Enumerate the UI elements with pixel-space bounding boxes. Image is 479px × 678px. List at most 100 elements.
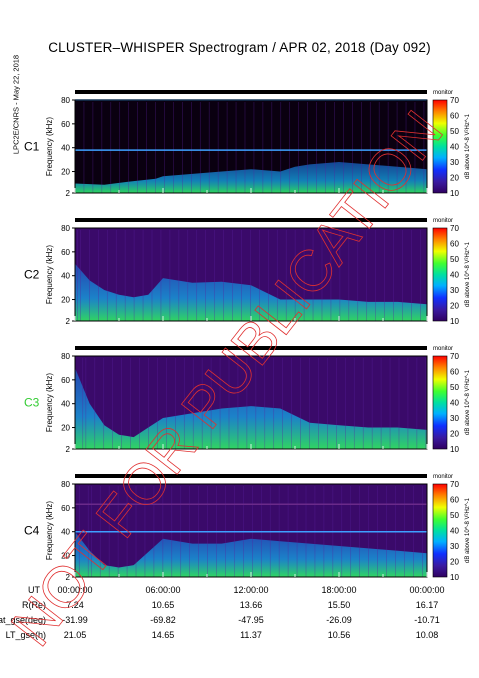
colorbar-tick-label: 60 [450,112,459,121]
colorbar-title: dB above 10^-8 V²Hz^-1 [465,497,471,563]
ephemeris-value: -10.71 [414,615,440,625]
y-tick-label: 40 [61,528,70,537]
colorbar-tick-label: 40 [450,143,459,152]
colorbar-tick-label: 30 [450,542,459,551]
y-axis-label: Frequency (kHz) [45,117,54,176]
ephemeris-value: -69.82 [150,615,176,625]
satellite-label: C2 [24,268,40,282]
y-tick-label: 2 [66,317,71,326]
ephemeris-row-label: LT_gse(h) [6,630,46,640]
y-tick-label: 60 [61,120,70,129]
time-tick-label: 12:00:00 [233,585,268,595]
y-axis-label: Frequency (kHz) [45,245,54,304]
time-tick-label: 06:00:00 [145,585,180,595]
y-tick-label: 20 [61,552,70,561]
colorbar-tick-label: 10 [450,573,459,582]
y-tick-label: 2 [66,189,71,198]
colorbar-tick-label: 50 [450,255,459,264]
y-tick-label: 80 [61,96,70,105]
time-tick-label: 00:00:00 [57,585,92,595]
status-strip [75,218,427,222]
ephemeris-value: -31.99 [62,615,88,625]
y-tick-label: 80 [61,352,70,361]
colorbar-title: dB above 10^-8 V²Hz^-1 [465,369,471,435]
ephemeris-value: 21.05 [64,630,87,640]
status-strip [75,346,427,350]
panel-c1: monitor 2 20 40 60 80 Frequency (kHz) C1 10 20 30 4… [24,90,471,198]
colorbar-tick-label: 20 [450,302,459,311]
ephemeris-value: 16.17 [416,600,439,610]
colorbar-tick-label: 50 [450,127,459,136]
colorbar-tick-label: 40 [450,271,459,280]
y-tick-label: 80 [61,480,70,489]
status-label: monitor [433,474,453,480]
panel-c4: monitor 2 20 40 60 80 Frequency (kHz) C4 10 20 30 4… [24,474,471,582]
colorbar-tick-label: 20 [450,174,459,183]
ephemeris-row-label: Lat_gse(deg) [0,615,46,625]
y-tick-label: 40 [61,272,70,281]
ephemeris-value: 10.56 [328,630,351,640]
colorbar-tick-label: 70 [450,352,459,361]
y-tick-label: 40 [61,144,70,153]
time-axis-layer: UT 00:00:00 06:00:00 12:00:00 18:00:00 00:00:… [0,585,445,640]
colorbar-tick-label: 30 [450,414,459,423]
emission-band [75,162,427,193]
emission-band [75,263,427,321]
status-label: monitor [433,346,453,352]
colorbar-title: dB above 10^-8 V²Hz^-1 [465,241,471,307]
ephemeris-value: 11.37 [240,630,262,640]
colorbar-tick-label: 50 [450,511,459,520]
colorbar-tick-label: 20 [450,430,459,439]
colorbar [432,355,448,450]
status-label: monitor [433,90,453,96]
time-axis-label: UT [28,585,40,595]
colorbar-tick-label: 70 [450,96,459,105]
colorbar-tick-label: 40 [450,527,459,536]
satellite-label: C3 [24,396,40,410]
status-strip [75,90,427,94]
y-tick-label: 60 [61,504,70,513]
y-tick-label: 60 [61,248,70,257]
colorbar-tick-label: 70 [450,224,459,233]
ephemeris-value: 13.66 [240,600,263,610]
colorbar-tick-label: 10 [450,445,459,454]
satellite-label: C1 [24,140,40,154]
y-tick-label: 2 [66,445,71,454]
colorbar-tick-label: 60 [450,368,459,377]
colorbar [432,99,448,194]
y-axis-label: Frequency (kHz) [45,373,54,432]
y-tick-label: 20 [61,424,70,433]
colorbar-tick-label: 50 [450,383,459,392]
ephemeris-value: -47.95 [238,615,264,625]
ephemeris-value: 7.24 [66,600,84,610]
colorbar-tick-label: 30 [450,286,459,295]
panel-c2: monitor 2 20 40 60 80 Frequency (kHz) C2 10 20 30 4… [24,218,471,326]
colorbar-tick-label: 10 [450,317,459,326]
ephemeris-value: 10.08 [416,630,439,640]
status-label: monitor [433,218,453,224]
ephemeris-value: 15.50 [328,600,351,610]
y-tick-label: 20 [61,296,70,305]
y-tick-label: 2 [66,573,71,582]
figure-title: CLUSTER–WHISPER Spectrogram / APR 02, 20… [48,40,431,55]
panel-c3: monitor 2 20 40 60 80 Frequency (kHz) C3 10 20 30 4… [24,346,471,454]
y-tick-label: 60 [61,376,70,385]
y-tick-label: 80 [61,224,70,233]
emission-band [75,367,427,449]
ephemeris-row-label: R(Re) [22,600,46,610]
y-tick-label: 20 [61,168,70,177]
colorbar [432,483,448,578]
colorbar-tick-label: 30 [450,158,459,167]
panels-layer: monitor 2 20 40 60 80 Frequency (kHz) C1 10 20 30 4… [24,90,471,582]
colorbar-tick-label: 40 [450,399,459,408]
colorbar-tick-label: 70 [450,480,459,489]
colorbar-tick-label: 20 [450,558,459,567]
ephemeris-value: 10.65 [152,600,175,610]
y-tick-label: 40 [61,400,70,409]
y-axis-label: Frequency (kHz) [45,501,54,560]
ephemeris-value: 14.65 [152,630,175,640]
colorbar-tick-label: 10 [450,189,459,198]
time-tick-label: 00:00:00 [409,585,444,595]
colorbar-tick-label: 60 [450,496,459,505]
